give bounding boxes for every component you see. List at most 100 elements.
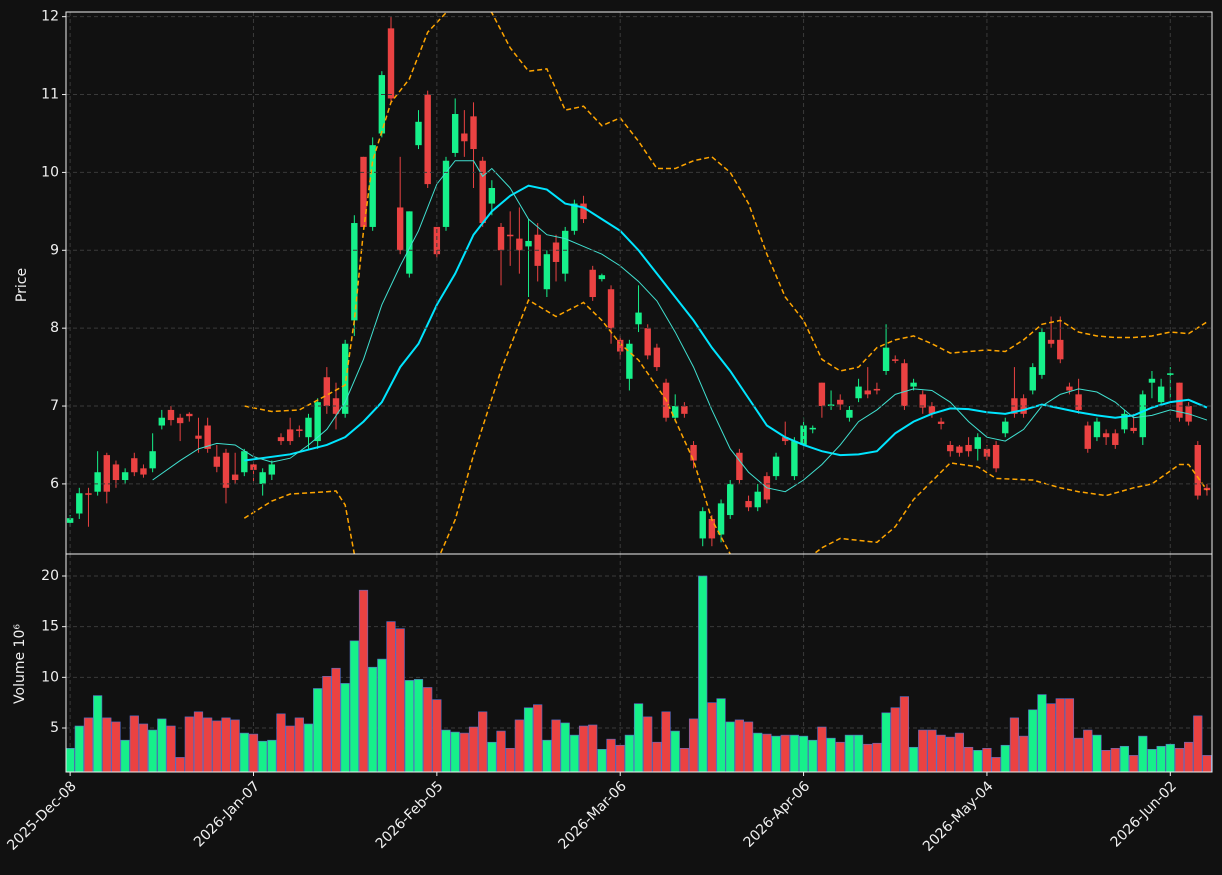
candle-body [387,28,395,99]
volume-bar [276,713,286,773]
volume-bar [74,725,84,773]
candle-body [506,234,514,237]
volume-bar [826,737,836,773]
y-tick-label: 15 [41,619,59,635]
volume-bar [487,741,497,773]
candle-body [1157,386,1165,403]
volume-bar [542,739,552,773]
candle-body [580,203,587,220]
volume-bar [184,716,194,773]
volume-bar [908,746,919,773]
candle-body [626,343,633,379]
volume-bar [441,729,451,773]
volume-bar [1138,735,1148,773]
volume-bar [927,729,937,773]
volume-bar [863,743,873,773]
candle-body [727,483,734,516]
volume-bar [670,730,680,773]
candle-body [937,421,945,424]
volume-bar [606,738,616,773]
candle-body [882,347,890,371]
candle-body [910,382,917,387]
volume-bar [377,658,387,773]
volume-bar [1064,698,1075,773]
volume-bar [698,575,708,773]
candle-body [827,404,835,407]
candle-body [919,394,926,408]
candle-body [672,406,679,418]
candle-body [974,437,981,449]
candle-body [1020,398,1027,414]
volume-bar [221,717,231,773]
candle-body [286,429,294,442]
candle-body [231,474,239,481]
volume-bar [1119,745,1130,773]
volume-bar [496,730,506,773]
volume-bar [533,704,543,773]
volume-bar [83,717,94,773]
candle-body [277,437,285,442]
candle-body [479,160,486,224]
candle-body [1130,427,1137,431]
candle-body [873,388,881,391]
candle-body [589,269,596,298]
candle-body [809,427,816,430]
volume-bar [817,726,827,773]
candle-body [268,464,276,475]
candle-body [681,406,688,414]
overlay-line [244,184,1208,462]
candle-body [956,446,963,453]
volume-axis-label: Volume 10⁶ [12,624,28,704]
candle-body [76,493,83,514]
candle-body [158,417,166,426]
volume-bar [203,717,213,773]
candle-body [1038,332,1046,375]
candle-body [85,493,92,495]
volume-bar [899,696,910,773]
volume-bar [1110,747,1120,773]
volume-bar [789,734,799,773]
candle-body [736,452,743,481]
candle-body [112,464,120,481]
volume-bar [478,711,488,773]
candle-body [901,363,908,407]
candle-body [635,312,642,325]
candle-body [699,511,706,539]
candle-body [1066,386,1073,391]
candle-body [552,242,560,262]
volume-bar [368,666,378,773]
candle-body [717,503,725,535]
volume-bar [982,747,992,773]
volume-bar [193,711,204,773]
volume-bar [881,712,891,773]
candle-body [406,211,413,274]
candle-body [690,444,697,461]
volume-bar [313,688,323,773]
candle-body [617,339,624,352]
y-tick-label: 11 [41,87,59,103]
y-tick-label: 9 [50,242,59,258]
volume-bar [743,721,754,773]
volume-bar [890,707,900,773]
y-tick-label: 5 [50,720,59,736]
volume-bar [102,717,112,773]
volume-bar [835,741,845,773]
candle-body [222,452,230,488]
overlay-line [243,299,1208,554]
candle-body [1194,444,1201,496]
price-axis-label: Price [14,268,30,302]
volume-bar [615,744,625,773]
volume-bar [505,747,515,773]
volume-bar [285,725,295,773]
y-tick-label: 10 [41,669,59,685]
candle-body [1167,373,1174,375]
volume-bar [93,695,103,773]
candle-body [259,472,266,484]
volume-bar [157,718,167,773]
candle-body [525,240,532,247]
candle-body [791,441,798,477]
volume-bar [633,703,644,773]
volume-bar [395,628,405,773]
candle-body [1148,378,1156,383]
candle-body [341,343,349,414]
